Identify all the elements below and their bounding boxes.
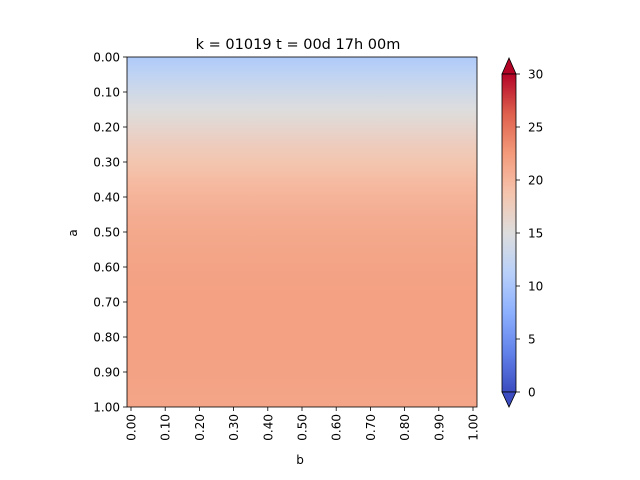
x-tick-label: 0.60 (330, 414, 344, 441)
y-tick-label: 0.50 (93, 226, 120, 240)
y-tick-label: 0.10 (93, 86, 120, 100)
heatmap-field (127, 57, 477, 407)
colorbar-extend-top (501, 57, 517, 75)
y-tick-label: 0.00 (93, 51, 120, 65)
colorbar-tick-label: 0 (528, 386, 536, 400)
colorbar-tick-label: 20 (528, 174, 543, 188)
y-tick-label: 0.20 (93, 121, 120, 135)
x-tick-label: 0.50 (296, 414, 310, 441)
y-tick-label: 0.60 (93, 261, 120, 275)
chart-title: k = 01019 t = 00d 17h 00m (196, 37, 401, 53)
y-tick-label: 0.40 (93, 191, 120, 205)
y-tick-label: 1.00 (93, 401, 120, 415)
colorbar-tick-label: 15 (528, 227, 543, 241)
x-tick-label: 0.90 (432, 414, 446, 441)
x-axis-label: b (296, 453, 304, 467)
x-axis: 0.00 0.10 0.20 0.30 0.40 0.50 0.60 0.70 0.80 0.90… (125, 407, 481, 441)
x-tick-label: 0.30 (227, 414, 241, 441)
plot-area (126, 56, 478, 408)
y-axis: 0.00 0.10 0.20 0.30 0.40 0.50 0.60 0.70 0.80 0.90… (93, 51, 127, 415)
y-axis-label: a (66, 229, 80, 236)
colorbar-extend-bottom (501, 391, 517, 408)
colorbar-tick-label: 10 (528, 280, 543, 294)
x-tick-label: 0.80 (398, 414, 412, 441)
colorbar-tick-label: 5 (528, 333, 536, 347)
y-tick-label: 0.70 (93, 296, 120, 310)
y-tick-label: 0.80 (93, 331, 120, 345)
x-tick-label: 0.20 (193, 414, 207, 441)
colorbar-tick-label: 25 (528, 121, 543, 135)
y-tick-label: 0.90 (93, 366, 120, 380)
x-tick-label: 1.00 (467, 414, 481, 441)
x-tick-label: 0.70 (364, 414, 378, 441)
x-tick-label: 0.00 (125, 414, 139, 441)
colorbar-tick-label: 30 (528, 68, 543, 82)
x-tick-label: 0.10 (159, 414, 173, 441)
x-tick-label: 0.40 (261, 414, 275, 441)
colorbar: 0 5 10 15 20 25 30 (501, 57, 543, 408)
colorbar-ticks: 0 5 10 15 20 25 30 (516, 68, 543, 400)
colorbar-body (502, 74, 516, 392)
y-tick-label: 0.30 (93, 156, 120, 170)
